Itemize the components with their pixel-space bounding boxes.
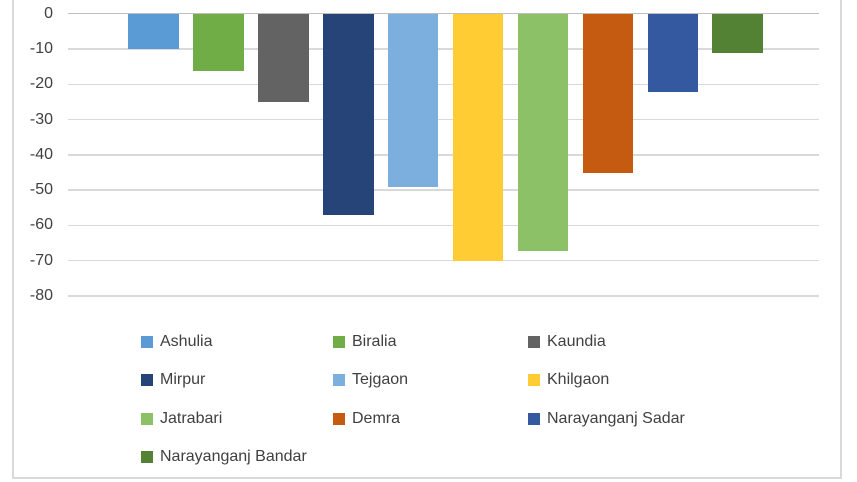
legend-label: Jatrabari [160,409,223,427]
bar-khilgaon[interactable] [452,14,504,262]
legend-item-kaundia[interactable]: Kaundia [528,332,606,352]
legend-swatch-icon [333,374,345,387]
legend-swatch-icon [141,336,153,348]
gridline [68,154,819,156]
gridline [68,83,819,85]
legend-label: Biralia [352,333,397,350]
chart-object-frame[interactable] [12,0,842,479]
y-axis-tick-label: -50 [29,181,53,199]
bar-kaundia[interactable] [258,14,309,103]
legend-swatch-icon [141,374,153,387]
legend-swatch-icon [528,374,540,387]
legend-swatch-icon [528,336,540,348]
legend-label: Tejgaon [352,371,409,389]
y-axis-tick-label: -20 [29,75,53,93]
legend-item-biralia[interactable]: Biralia [333,332,396,352]
bar-narayanganj-bandar[interactable] [712,14,763,53]
y-axis-tick-label: -10 [29,39,53,57]
legend-item-mirpur[interactable]: Mirpur [141,370,205,390]
gridline [68,189,819,191]
legend-label: Narayanganj Bandar [160,447,307,465]
bar-jatrabari[interactable] [517,14,569,251]
y-axis-tick-label: -30 [29,110,53,128]
bar-narayanganj-sadar[interactable] [647,14,699,92]
legend-swatch-icon [333,336,345,348]
legend-label: Demra [352,409,401,427]
bar-biralia[interactable] [193,14,244,71]
y-axis-tick-label: 0 [44,4,53,22]
legend-item-khilgaon[interactable]: Khilgaon [528,370,609,390]
gridline [68,224,819,227]
y-axis-tick-label: -40 [29,145,53,163]
legend-item-narayanganj-sadar[interactable]: Narayanganj Sadar [528,409,685,429]
y-axis-tick-label: -70 [29,251,53,269]
legend-item-ashulia[interactable]: Ashulia [141,332,212,352]
legend-item-jatrabari[interactable]: Jatrabari [141,409,222,429]
legend-label: Kaundia [547,333,606,350]
y-axis-tick-label: -80 [29,286,53,304]
legend-swatch-icon [141,450,153,463]
gridline [68,259,819,262]
legend-label: Narayanganj Sadar [547,409,685,427]
legend-swatch-icon [333,412,345,425]
zero-axis-line [68,12,819,15]
legend-label: Mirpur [160,371,206,389]
bar-ashulia[interactable] [128,14,179,50]
legend-swatch-icon [141,412,153,425]
bar-tejgaon[interactable] [387,14,439,188]
legend-item-tejgaon[interactable]: Tejgaon [333,370,408,390]
legend-item-demra[interactable]: Demra [333,409,400,429]
legend-item-narayanganj-bandar[interactable]: Narayanganj Bandar [141,447,307,467]
legend-label: Ashulia [160,333,213,350]
gridline [68,118,819,121]
legend-swatch-icon [528,412,540,425]
legend-label: Khilgaon [547,371,610,389]
y-axis-tick-label: -60 [29,216,53,234]
gridline [68,295,819,297]
bar-mirpur[interactable] [323,14,374,216]
gridline [68,48,819,50]
bar-demra[interactable] [582,14,634,173]
